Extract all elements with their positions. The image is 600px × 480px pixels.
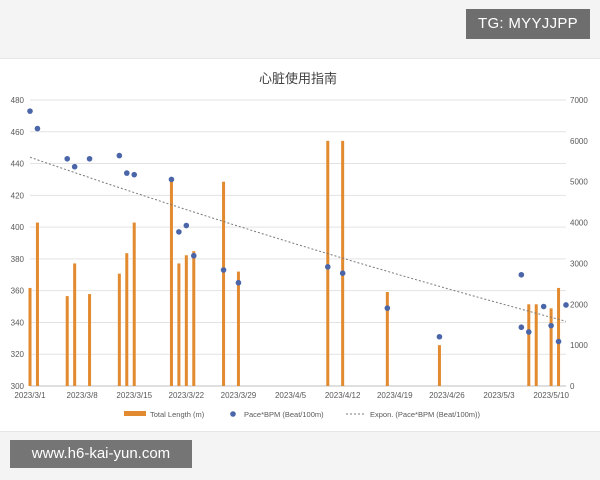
bar (132, 222, 136, 386)
scatter-point (116, 152, 123, 159)
scatter-point (27, 108, 33, 114)
bar (169, 181, 173, 386)
y-left-tick-label: 400 (11, 223, 25, 232)
site-watermark-badge: www.h6-kai-yun.com (10, 440, 192, 468)
scatter-point (64, 155, 71, 162)
chart-title: 心脏使用指南 (259, 71, 337, 87)
chart-card: 心脏使用指南 300 320 340 360 380 400 420 440 460 480 0 100… (0, 58, 600, 432)
bar (192, 251, 196, 386)
y-left-tick-label: 440 (11, 160, 25, 169)
bar (35, 222, 39, 386)
bar (549, 308, 553, 386)
scatter-point (563, 302, 569, 308)
x-tick-label: 2023/4/19 (377, 391, 413, 400)
y-left-tick-label: 480 (11, 96, 25, 105)
scatter-point (555, 338, 562, 345)
scatter-point (518, 324, 525, 331)
y-right-tick-label: 1000 (570, 341, 588, 350)
y-right-tick-label: 2000 (570, 300, 588, 309)
bar (125, 253, 129, 386)
scatter-point (235, 279, 242, 286)
scatter-point (540, 303, 547, 310)
bar (236, 271, 240, 386)
scatter-point (220, 267, 227, 273)
legend-swatch-bar (124, 411, 146, 416)
x-tick-label: 2023/4/26 (429, 391, 465, 400)
y-left-tick-label: 420 (11, 191, 25, 200)
scatter-point (168, 176, 175, 183)
bar (326, 140, 330, 386)
legend-label-bar: Total Length (m) (150, 410, 205, 419)
y-right-tick-label: 7000 (570, 96, 588, 105)
bar (117, 273, 121, 386)
y-right-tick-label: 5000 (570, 178, 588, 187)
scatter-point (384, 305, 391, 311)
bar (437, 345, 441, 386)
scatter-point (339, 270, 346, 276)
y-right-tick-label: 4000 (570, 219, 588, 228)
scatter-point (176, 229, 182, 235)
bar (557, 287, 561, 386)
bar (222, 181, 226, 386)
y-right-tick-label: 6000 (570, 137, 588, 146)
x-tick-label: 2023/5/10 (533, 391, 569, 400)
y-left-tick-label: 460 (11, 128, 25, 137)
x-tick-label: 2023/3/29 (221, 391, 257, 400)
bar (28, 287, 32, 386)
x-tick-label: 2023/3/8 (67, 391, 99, 400)
bar (177, 263, 181, 386)
y-left-tick-label: 320 (11, 350, 25, 359)
chart: 心脏使用指南 300 320 340 360 380 400 420 440 460 480 0 100… (11, 71, 589, 419)
bar (184, 255, 188, 386)
bar (341, 140, 345, 386)
y-left-tick-label: 300 (11, 382, 25, 391)
legend-label-trend: Expon. (Pace*BPM (Beat/100m)) (370, 410, 481, 419)
bar (527, 304, 531, 386)
scatter-point (183, 222, 190, 229)
legend-swatch-point (230, 411, 236, 417)
y-left-tick-label: 360 (11, 287, 25, 296)
scatter-point (436, 333, 443, 340)
bar (73, 263, 77, 386)
x-tick-label: 2023/4/12 (325, 391, 361, 400)
y-right-tick-label: 3000 (570, 259, 588, 268)
x-tick-label: 2023/4/5 (275, 391, 307, 400)
bar (88, 294, 92, 386)
tg-watermark-badge: TG: MYYJJPP (466, 9, 590, 39)
bar (534, 304, 538, 386)
x-tick-label: 2023/3/15 (116, 391, 152, 400)
bar (65, 296, 69, 386)
scatter-point (518, 271, 525, 278)
scatter-point (190, 252, 197, 259)
trend-line (29, 156, 567, 322)
scatter-point (131, 171, 138, 178)
scatter-point (86, 155, 93, 162)
x-tick-label: 2023/3/22 (169, 391, 205, 400)
scatter-point (525, 329, 532, 335)
scatter-point (34, 125, 41, 132)
scatter-point (548, 322, 554, 329)
x-tick-label: 2023/3/1 (14, 391, 46, 400)
scatter-point (123, 170, 130, 176)
y-right-tick-label: 0 (570, 382, 575, 391)
x-tick-label: 2023/5/3 (483, 391, 515, 400)
scatter-point (71, 163, 78, 170)
y-left-tick-label: 380 (11, 255, 25, 264)
y-left-tick-label: 340 (11, 318, 25, 327)
scatter-point (324, 264, 331, 270)
legend-label-point: Pace*BPM (Beat/100m) (244, 410, 324, 419)
bar (385, 292, 389, 386)
